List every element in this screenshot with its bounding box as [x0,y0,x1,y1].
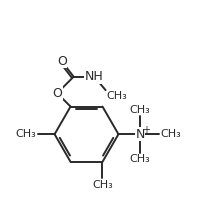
Text: CH₃: CH₃ [92,180,113,190]
Text: N: N [135,128,145,141]
Text: CH₃: CH₃ [107,91,127,101]
Text: +: + [142,125,150,135]
Text: CH₃: CH₃ [130,154,150,164]
Text: CH₃: CH₃ [130,105,150,115]
Text: O: O [57,55,67,68]
Text: O: O [52,87,62,100]
Text: CH₃: CH₃ [15,129,36,139]
Text: NH: NH [85,70,104,83]
Text: CH₃: CH₃ [160,129,181,139]
